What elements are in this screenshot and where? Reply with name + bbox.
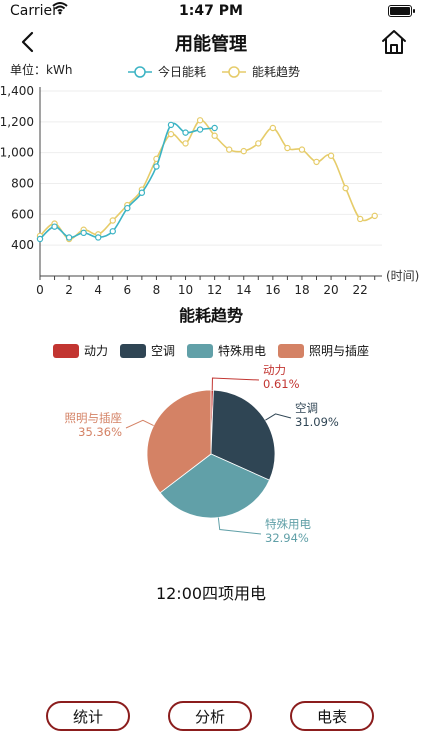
pie-legend-label: 特殊用电 bbox=[218, 344, 267, 358]
series-line bbox=[39, 119, 376, 240]
legend-marker bbox=[134, 66, 146, 78]
pie-legend-swatch bbox=[119, 343, 146, 358]
status-time: 1:47 PM bbox=[179, 3, 243, 19]
summary-label: 12:00四项用电 bbox=[155, 584, 267, 603]
home-icon[interactable] bbox=[380, 28, 408, 56]
pie-legend-swatch bbox=[52, 343, 79, 358]
pie-legend-label: 空调 bbox=[150, 344, 175, 358]
data-point bbox=[51, 223, 58, 230]
y-tick-label: 800 bbox=[11, 177, 34, 191]
pie-legend-item[interactable]: 特殊用电 bbox=[187, 342, 266, 359]
chart-title: 能耗趋势 bbox=[178, 306, 243, 325]
battery-icon bbox=[388, 5, 415, 17]
unit-label: 单位：kWh bbox=[10, 62, 72, 77]
pie-legend-label: 动力 bbox=[83, 344, 108, 358]
legend-label: 能耗趋势 bbox=[252, 65, 300, 79]
y-tick-label: 1,200 bbox=[0, 115, 34, 129]
x-tick-label: 12 bbox=[207, 283, 222, 297]
pie-leader-line bbox=[265, 413, 292, 421]
data-point bbox=[109, 217, 116, 224]
x-tick-label: 16 bbox=[265, 283, 280, 297]
x-tick-label: 2 bbox=[65, 283, 73, 297]
data-point bbox=[255, 140, 262, 147]
pie-legend-swatch bbox=[278, 343, 305, 358]
pie-legend-item[interactable]: 动力 bbox=[52, 342, 108, 359]
data-point bbox=[80, 229, 87, 237]
x-tick-label: 4 bbox=[94, 283, 102, 297]
x-tick-label: 14 bbox=[236, 283, 251, 297]
data-point bbox=[327, 152, 335, 159]
pie-slice[interactable] bbox=[210, 389, 276, 481]
data-point bbox=[124, 204, 131, 212]
pie-label-name: 照明与插座 bbox=[65, 411, 123, 425]
data-point bbox=[167, 130, 175, 138]
line-chart-legend: 今日能耗 能耗趋势 bbox=[128, 64, 300, 79]
data-point bbox=[356, 215, 364, 223]
pie-leader-line bbox=[217, 517, 262, 535]
pie-legend-swatch bbox=[187, 343, 213, 358]
data-point bbox=[342, 184, 349, 192]
x-tick-label: 8 bbox=[153, 283, 161, 297]
data-point bbox=[313, 158, 320, 166]
data-point bbox=[284, 144, 291, 152]
x-tick-label: 18 bbox=[294, 283, 309, 297]
pie-label-name: 空调 bbox=[295, 401, 318, 415]
pie-legend-item[interactable]: 空调 bbox=[119, 342, 175, 359]
data-point bbox=[240, 147, 247, 155]
legend-marker bbox=[228, 66, 240, 78]
data-point bbox=[211, 132, 218, 139]
page-title: 用能管理 bbox=[175, 34, 247, 55]
energy-line-chart: 单位：kWh 今日能耗 能耗趋势 1,400 1,200 1,000 800 600 400… bbox=[0, 62, 419, 297]
y-tick-label: 1,000 bbox=[0, 146, 34, 160]
data-point bbox=[182, 129, 189, 136]
pie-label-value: 31.09% bbox=[295, 415, 339, 429]
pie-legend-item[interactable]: 照明与插座 bbox=[278, 342, 369, 359]
x-tick-label: 6 bbox=[123, 283, 131, 297]
pie-leader-line bbox=[125, 419, 154, 429]
x-tick-label: 0 bbox=[36, 283, 44, 297]
back-arrow-icon[interactable] bbox=[14, 28, 44, 56]
data-point bbox=[371, 212, 378, 220]
pie-label-value: 0.61% bbox=[263, 377, 300, 391]
analysis-button[interactable]: 分析 bbox=[168, 701, 252, 731]
data-point bbox=[65, 234, 73, 241]
nav-bar: 用能管理 bbox=[0, 26, 422, 58]
x-tick-label: 20 bbox=[323, 283, 338, 297]
pie-label-name: 特殊用电 bbox=[265, 517, 311, 531]
pie-label-name: 动力 bbox=[263, 363, 286, 377]
x-axis-label: (时间) bbox=[386, 269, 419, 283]
pie-label-value: 35.36% bbox=[78, 425, 122, 439]
pie-leader-line bbox=[211, 377, 260, 391]
data-point bbox=[95, 234, 102, 241]
data-point bbox=[167, 121, 175, 129]
carrier-label: Carrier bbox=[10, 3, 58, 19]
data-point bbox=[196, 126, 204, 133]
wifi-icon bbox=[52, 2, 68, 15]
data-point bbox=[153, 163, 160, 170]
pie-legend-label: 照明与插座 bbox=[309, 344, 370, 358]
data-point bbox=[211, 124, 218, 132]
y-tick-label: 1,400 bbox=[0, 84, 34, 98]
data-point bbox=[298, 146, 306, 153]
data-point bbox=[36, 235, 44, 243]
y-tick-label: 400 bbox=[11, 238, 34, 252]
data-point bbox=[225, 146, 233, 153]
data-point bbox=[269, 124, 277, 132]
pie-legend: 动力 空调 特殊用电 照明与插座 bbox=[0, 342, 422, 359]
data-point bbox=[109, 228, 116, 235]
x-tick-label: 22 bbox=[353, 283, 368, 297]
data-point bbox=[138, 189, 146, 196]
status-bar: Carrier 1:47 PM bbox=[0, 0, 422, 24]
stats-button[interactable]: 统计 bbox=[46, 701, 130, 731]
legend-label: 今日能耗 bbox=[158, 64, 206, 79]
pie-label-value: 32.94% bbox=[265, 531, 309, 545]
meter-button[interactable]: 电表 bbox=[290, 701, 374, 731]
y-tick-label: 600 bbox=[11, 207, 34, 221]
data-point bbox=[182, 140, 189, 147]
data-point bbox=[196, 117, 204, 124]
x-tick-label: 10 bbox=[178, 283, 193, 297]
